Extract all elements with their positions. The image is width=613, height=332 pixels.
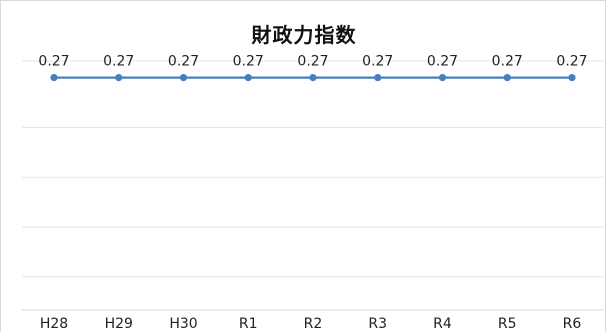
data-point-R4 (438, 74, 447, 82)
x-tick-label-H30: H30 (169, 316, 197, 332)
x-tick-label-R1: R1 (239, 316, 258, 332)
x-tick-label-R6: R6 (563, 316, 582, 332)
x-tick-label-R4: R4 (433, 316, 452, 332)
data-label-R1: 0.27 (233, 54, 264, 70)
data-point-R5 (503, 74, 511, 82)
data-point-R3 (374, 74, 382, 82)
data-point-R2 (309, 74, 317, 82)
data-label-R6: 0.27 (556, 54, 587, 70)
x-tick-label-R5: R5 (498, 316, 517, 332)
x-tick-label-R2: R2 (304, 316, 323, 332)
x-tick-label-H29: H29 (105, 316, 133, 332)
data-label-H29: 0.27 (103, 54, 134, 70)
data-point-H29 (115, 74, 123, 82)
data-label-R4: 0.27 (427, 54, 458, 70)
data-label-R5: 0.27 (492, 54, 523, 70)
x-tick-label-R3: R3 (368, 316, 387, 332)
data-point-R6 (568, 74, 576, 82)
data-label-R2: 0.27 (297, 54, 328, 70)
data-label-H28: 0.27 (38, 54, 69, 70)
data-point-H28 (50, 74, 58, 82)
data-point-R1 (244, 74, 252, 82)
data-point-H30 (179, 74, 188, 82)
chart-title: 財政力指数 (251, 23, 357, 47)
data-label-H30: 0.27 (168, 54, 199, 70)
data-label-R3: 0.27 (362, 54, 393, 70)
x-tick-label-H28: H28 (40, 316, 68, 332)
